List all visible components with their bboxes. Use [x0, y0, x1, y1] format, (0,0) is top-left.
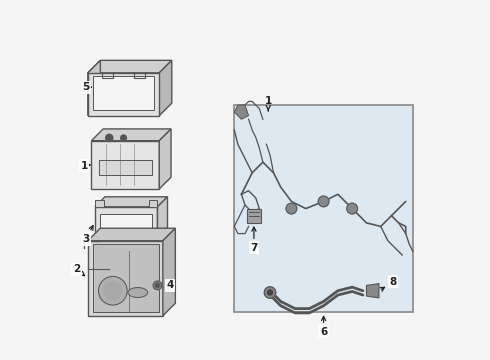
Circle shape [98, 276, 127, 305]
Text: 4: 4 [156, 280, 173, 291]
Polygon shape [95, 207, 157, 237]
Polygon shape [88, 60, 100, 116]
Polygon shape [93, 76, 154, 111]
Text: 2: 2 [73, 264, 85, 276]
Bar [98, 160, 152, 175]
Bar [148, 201, 157, 207]
Bar [100, 214, 152, 234]
Polygon shape [88, 241, 163, 316]
Circle shape [121, 135, 126, 141]
Text: 1: 1 [81, 161, 90, 171]
Circle shape [264, 287, 276, 298]
Circle shape [286, 203, 297, 214]
Bar [234, 105, 413, 312]
Text: 1: 1 [265, 96, 272, 111]
Polygon shape [95, 197, 168, 207]
Circle shape [268, 290, 272, 295]
Polygon shape [157, 197, 168, 237]
Text: 3: 3 [82, 226, 93, 244]
Circle shape [106, 134, 113, 141]
Text: 6: 6 [320, 316, 327, 337]
Polygon shape [88, 60, 172, 73]
Polygon shape [93, 244, 159, 312]
Polygon shape [92, 141, 159, 189]
Polygon shape [92, 129, 171, 141]
Circle shape [153, 281, 162, 290]
Polygon shape [159, 60, 172, 116]
Circle shape [318, 196, 329, 207]
Polygon shape [88, 228, 175, 241]
Polygon shape [159, 129, 171, 189]
Circle shape [104, 282, 122, 300]
Text: 5: 5 [82, 82, 91, 92]
Bar [95, 201, 104, 207]
Circle shape [347, 203, 358, 214]
Text: 7: 7 [250, 227, 258, 253]
Ellipse shape [128, 288, 147, 297]
Polygon shape [88, 73, 159, 116]
Polygon shape [367, 284, 379, 298]
Polygon shape [163, 228, 175, 316]
Polygon shape [247, 208, 261, 223]
Polygon shape [234, 105, 248, 119]
Text: 8: 8 [380, 277, 397, 291]
Circle shape [155, 283, 160, 288]
